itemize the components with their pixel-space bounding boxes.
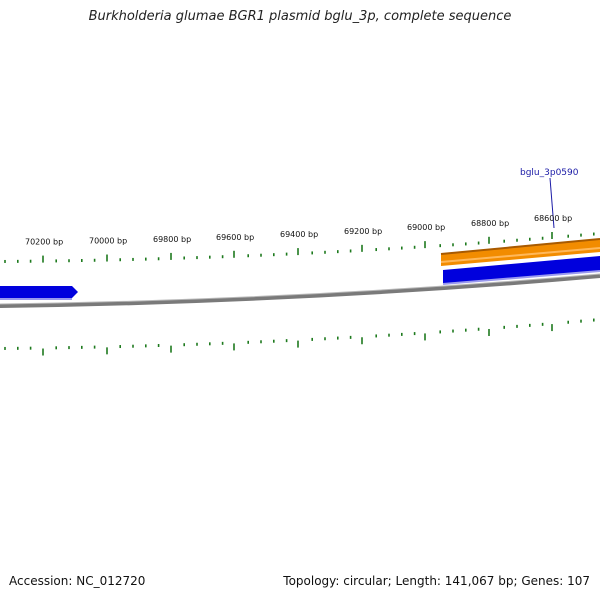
tick-labels: 70200 bp 70000 bp 69800 bp 69600 bp 69400 bp… [25, 214, 572, 247]
tick-label: 69800 bp [153, 235, 191, 244]
orange-feature-edge [440, 238, 600, 255]
tick-label: 70200 bp [25, 238, 63, 247]
gene-callout-line [549, 177, 555, 229]
tick-label: 69400 bp [280, 230, 318, 239]
footer-stats: Topology: circular; Length: 141,067 bp; … [283, 574, 590, 588]
gene-arrow-left[interactable] [0, 286, 78, 298]
map-title: Burkholderia glumae BGR1 plasmid bglu_3p… [88, 9, 512, 24]
gene-bglu-3p0590[interactable] [443, 256, 600, 284]
tick-label: 70000 bp [89, 237, 127, 246]
gene-label-bglu-3p0590: bglu_3p0590 [520, 168, 579, 178]
tick-label: 69600 bp [216, 233, 254, 242]
tick-label: 69000 bp [407, 223, 445, 232]
tick-label: 68600 bp [534, 214, 572, 223]
lower-tick-row [4, 318, 595, 356]
footer-accession: Accession: NC_012720 [9, 574, 146, 588]
tick-label: 68800 bp [471, 219, 509, 228]
plasmid-backbone-highlight [0, 273, 600, 305]
gene-arrow-left-shadow [0, 298, 72, 300]
orange-feature-highlight [440, 247, 600, 263]
upper-tick-row [4, 232, 595, 263]
gene-bglu-3p0590-shadow [442, 270, 600, 285]
plasmid-backbone [0, 274, 600, 308]
tick-label: 69200 bp [344, 227, 382, 236]
